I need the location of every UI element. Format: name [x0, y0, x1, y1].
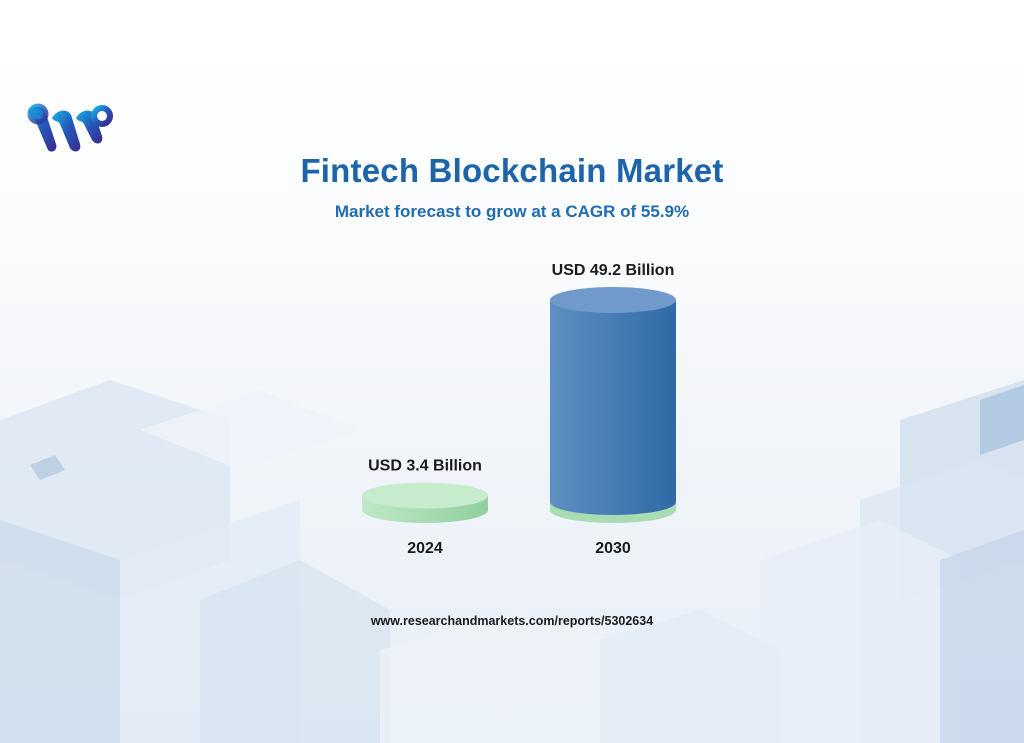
- source-url: www.researchandmarkets.com/reports/53026…: [370, 614, 654, 628]
- value-label-2024: USD 3.4 Billion: [368, 457, 482, 474]
- w-chain-logo-icon: [27, 103, 113, 152]
- chart-subtitle: Market forecast to grow at a CAGR of 55.…: [334, 202, 690, 221]
- value-label-2030: USD 49.2 Billion: [552, 262, 675, 279]
- bar-top-2030: [550, 287, 676, 313]
- bar-2030: [550, 300, 676, 515]
- bar-top-2024: [362, 482, 488, 509]
- category-label-2024: 2024: [407, 540, 443, 557]
- chart-title: Fintech Blockchain Market: [300, 152, 724, 189]
- category-label-2030: 2030: [595, 540, 631, 557]
